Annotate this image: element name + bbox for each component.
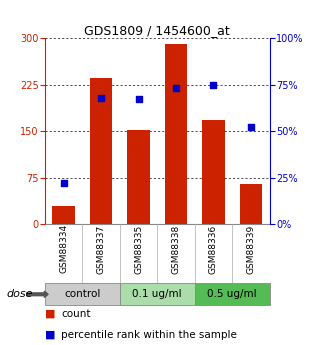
Text: ■: ■ xyxy=(45,309,56,319)
Text: GSM88334: GSM88334 xyxy=(59,224,68,273)
Text: GSM88336: GSM88336 xyxy=(209,224,218,274)
Bar xyxy=(127,130,150,224)
Point xyxy=(99,95,104,100)
Point xyxy=(248,125,254,130)
Point xyxy=(61,180,66,186)
Text: 0.1 ug/ml: 0.1 ug/ml xyxy=(133,289,182,299)
Text: percentile rank within the sample: percentile rank within the sample xyxy=(61,330,237,339)
Bar xyxy=(202,120,225,224)
Text: ■: ■ xyxy=(45,330,56,339)
Text: 0.5 ug/ml: 0.5 ug/ml xyxy=(207,289,257,299)
Bar xyxy=(240,184,262,224)
Text: dose: dose xyxy=(6,289,33,299)
Text: GSM88338: GSM88338 xyxy=(171,224,180,274)
Point xyxy=(136,97,141,102)
Bar xyxy=(165,44,187,224)
Bar xyxy=(90,78,112,224)
Bar xyxy=(195,283,270,305)
Bar xyxy=(45,283,120,305)
Text: GSM88335: GSM88335 xyxy=(134,224,143,274)
Text: count: count xyxy=(61,309,91,319)
Text: GSM88339: GSM88339 xyxy=(247,224,256,274)
Text: GSM88337: GSM88337 xyxy=(97,224,106,274)
Point xyxy=(211,82,216,87)
Point xyxy=(173,86,178,91)
Title: GDS1809 / 1454600_at: GDS1809 / 1454600_at xyxy=(84,24,230,37)
Bar xyxy=(52,206,75,224)
Bar xyxy=(120,283,195,305)
Text: control: control xyxy=(64,289,100,299)
